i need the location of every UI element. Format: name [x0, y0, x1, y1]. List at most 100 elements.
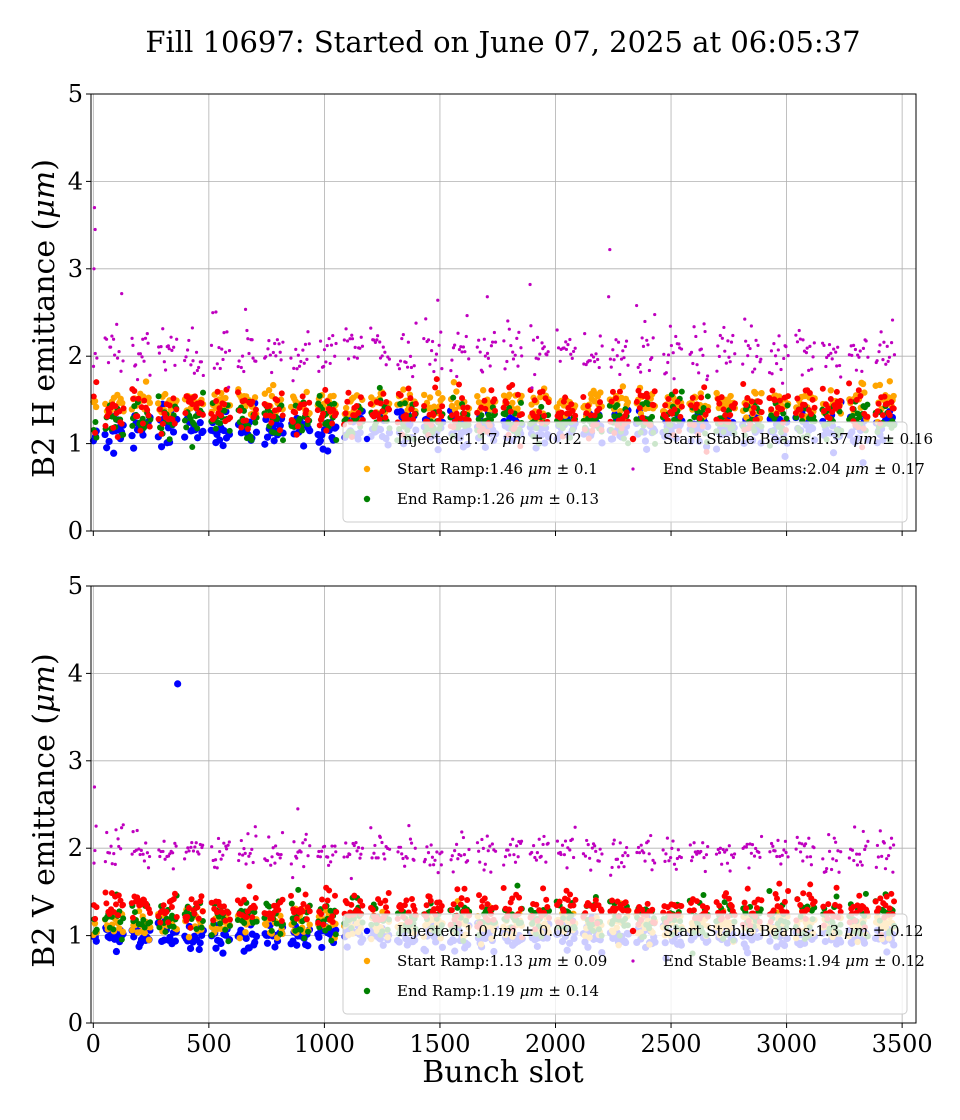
point-start-stable-beams	[456, 381, 463, 388]
point-end-ramp	[614, 402, 621, 409]
point-end-stable-beams	[888, 846, 892, 850]
point-end-stable-beams	[804, 351, 809, 355]
point-start-stable-beams	[613, 395, 620, 402]
point-end-stable-beams	[302, 361, 306, 365]
point-start-stable-beams	[806, 389, 813, 396]
y-tick-label: 0	[68, 1009, 83, 1037]
point-end-stable-beams	[672, 862, 677, 866]
point-start-stable-beams	[329, 918, 336, 925]
point-end-stable-beams	[797, 328, 801, 333]
point-end-stable-beams	[322, 348, 327, 352]
point-end-stable-beams	[804, 842, 808, 846]
point-end-stable-beams	[800, 373, 804, 377]
point-end-stable-beams	[508, 853, 512, 857]
point-start-stable-beams	[279, 412, 286, 419]
point-start-stable-beams	[568, 401, 575, 408]
outlier-point	[93, 227, 97, 232]
point-start-stable-beams	[198, 893, 205, 900]
point-end-stable-beams	[493, 849, 498, 853]
point-end-stable-beams	[754, 338, 758, 342]
point-end-stable-beams	[480, 837, 484, 842]
point-end-stable-beams	[855, 863, 860, 867]
outlier-point	[92, 267, 96, 271]
point-start-ramp	[420, 391, 428, 399]
point-start-stable-beams	[293, 915, 300, 922]
point-start-stable-beams	[397, 392, 404, 399]
point-end-stable-beams	[801, 338, 805, 342]
point-end-stable-beams	[513, 353, 517, 357]
point-end-stable-beams	[852, 858, 856, 863]
point-end-stable-beams	[754, 846, 758, 851]
point-start-stable-beams	[856, 892, 863, 899]
point-end-stable-beams	[483, 354, 487, 358]
point-start-stable-beams	[197, 898, 204, 905]
point-start-stable-beams	[409, 416, 416, 423]
y-tick-label: 3	[68, 255, 83, 283]
point-start-stable-beams	[644, 394, 651, 401]
point-end-stable-beams	[489, 344, 494, 348]
point-start-stable-beams	[771, 397, 778, 404]
y-tick-label: 4	[68, 167, 83, 195]
point-end-stable-beams	[653, 312, 657, 317]
point-start-stable-beams	[333, 908, 340, 915]
point-end-stable-beams	[331, 853, 335, 857]
point-end-stable-beams	[725, 861, 730, 865]
point-end-stable-beams	[807, 368, 811, 372]
point-injected	[271, 943, 279, 951]
point-end-stable-beams	[194, 350, 199, 354]
point-end-stable-beams	[749, 851, 753, 855]
point-end-stable-beams	[513, 860, 518, 864]
point-start-stable-beams	[693, 401, 700, 408]
point-end-ramp	[93, 926, 100, 933]
legend-box	[342, 421, 908, 523]
point-end-stable-beams	[733, 352, 737, 356]
point-injected	[181, 433, 189, 441]
point-end-stable-beams	[556, 346, 561, 350]
point-end-stable-beams	[779, 862, 783, 866]
point-end-stable-beams	[322, 844, 327, 848]
y-tick-label: 5	[68, 80, 83, 108]
point-start-stable-beams	[492, 904, 499, 911]
point-end-stable-beams	[186, 846, 190, 850]
point-start-stable-beams	[534, 413, 541, 420]
legend-marker	[363, 927, 371, 935]
point-end-stable-beams	[721, 847, 725, 852]
point-end-stable-beams	[752, 854, 757, 858]
point-end-stable-beams	[621, 854, 625, 858]
point-start-stable-beams	[798, 412, 805, 419]
point-start-ramp	[141, 929, 148, 937]
point-end-stable-beams	[187, 338, 191, 343]
point-end-stable-beams	[137, 847, 141, 851]
point-start-stable-beams	[875, 400, 882, 407]
point-end-stable-beams	[619, 861, 624, 865]
point-end-ramp	[155, 393, 162, 400]
point-end-stable-beams	[139, 848, 143, 852]
point-end-stable-beams	[794, 333, 798, 337]
point-end-stable-beams	[704, 853, 709, 857]
point-end-stable-beams	[348, 852, 352, 857]
point-end-ramp	[189, 444, 196, 451]
top-panel-b2-h: 0 1 2 3 4 5 B2 H emittance (μm) Injected:1.17 μ…	[27, 80, 933, 545]
point-end-stable-beams	[724, 361, 728, 365]
point-end-stable-beams	[743, 317, 747, 321]
point-end-ramp	[212, 425, 219, 432]
point-end-stable-beams	[860, 369, 864, 373]
point-end-stable-beams	[212, 366, 216, 370]
point-start-stable-beams	[193, 405, 200, 412]
point-end-stable-beams	[372, 851, 376, 855]
x-axis-label: Bunch slot	[422, 1055, 583, 1090]
point-start-stable-beams	[890, 405, 897, 412]
point-end-stable-beams	[825, 866, 829, 871]
point-injected	[171, 937, 179, 945]
point-start-stable-beams	[506, 906, 513, 913]
point-end-stable-beams	[267, 339, 271, 343]
point-end-ramp	[704, 393, 711, 400]
point-end-stable-beams	[449, 858, 453, 862]
point-end-ramp	[181, 417, 188, 424]
point-start-stable-beams	[184, 913, 191, 920]
point-end-stable-beams	[406, 340, 410, 344]
point-end-stable-beams	[546, 841, 550, 845]
point-end-stable-beams	[784, 345, 788, 349]
point-end-stable-beams	[650, 868, 654, 872]
point-end-stable-beams	[729, 340, 734, 344]
